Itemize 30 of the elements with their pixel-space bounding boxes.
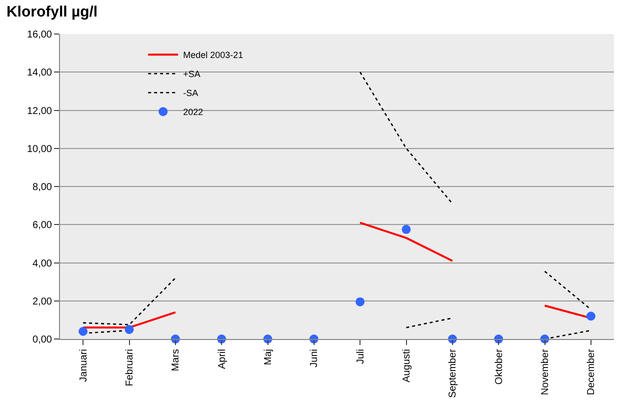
x-tick-label: September	[448, 348, 459, 398]
x-tick-label: Augusti	[402, 349, 412, 382]
x-tick-label: November	[540, 348, 551, 396]
y-tick-label: 0,00	[32, 334, 52, 346]
y-tick-label: 4,00	[32, 258, 52, 270]
x-tick-label: Februari	[124, 349, 136, 386]
y-tick-label: 10,00	[26, 144, 52, 155]
point	[78, 326, 88, 336]
x-tick-label: April	[216, 349, 228, 370]
y-tick-label: 14,00	[26, 68, 52, 79]
point	[356, 297, 365, 306]
y-tick-label: 16,00	[26, 30, 52, 40]
x-tick-label: Maj	[263, 349, 274, 366]
y-tick-label: 8,00	[32, 182, 52, 193]
point	[124, 324, 134, 334]
x-tick-label: December	[586, 348, 598, 396]
x-tick-label: Mars	[170, 349, 182, 372]
legend-label: -SA	[183, 88, 198, 98]
y-tick-label: 2,00	[32, 296, 52, 308]
point	[402, 224, 411, 234]
x-tick-label: Juni	[309, 349, 320, 368]
chart-title: Klorofyll µg/l	[6, 4, 98, 21]
legend-label: 2022	[183, 107, 204, 118]
legend-label: +SA	[183, 69, 200, 80]
legend-label: Medel 2003-21	[183, 50, 244, 60]
x-tick-label: Oktober	[494, 348, 505, 385]
x-tick-label: Januari	[78, 349, 90, 382]
y-tick-label: 12,00	[26, 106, 52, 117]
x-tick-label: Juli	[355, 349, 366, 364]
y-tick-label: 6,00	[32, 220, 52, 232]
